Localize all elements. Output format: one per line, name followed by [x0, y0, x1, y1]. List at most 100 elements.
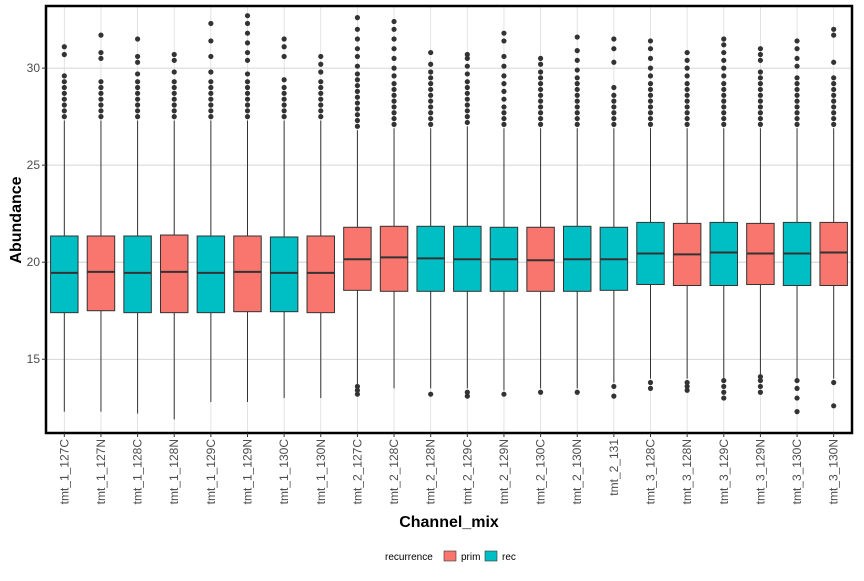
- outlier-point: [208, 79, 214, 85]
- outlier-point: [574, 34, 580, 40]
- outlier-point: [831, 104, 837, 110]
- outlier-point: [647, 65, 654, 71]
- outlier-point: [537, 389, 544, 395]
- outlier-point: [721, 389, 727, 395]
- outlier-point: [244, 102, 251, 108]
- outlier-point: [464, 393, 470, 399]
- outlier-point: [721, 98, 727, 104]
- outlier-point: [537, 61, 544, 67]
- legend-title: recurrence: [385, 552, 433, 563]
- outlier-point: [391, 121, 397, 127]
- outlier-point: [428, 391, 434, 397]
- outlier-point: [794, 385, 800, 391]
- box-body: [159, 234, 189, 314]
- outlier-point: [721, 110, 727, 116]
- outlier-point: [537, 75, 544, 81]
- x-tick-label: tmt_2_131: [607, 439, 621, 496]
- outlier-point: [281, 53, 287, 60]
- outlier-point: [171, 79, 177, 85]
- outlier-point: [831, 115, 837, 122]
- x-tick-label: tmt_3_129C: [717, 439, 731, 505]
- outlier-point: [794, 409, 800, 415]
- outlier-point: [757, 383, 764, 390]
- plot-panel-border: [44, 4, 854, 435]
- box-tmt_3_129C: [709, 36, 739, 401]
- outlier-point: [611, 59, 617, 65]
- outlier-point: [647, 379, 654, 386]
- outlier-point: [281, 36, 287, 42]
- outlier-point: [98, 79, 104, 85]
- y-tick-label: 25: [27, 158, 41, 172]
- outlier-point: [721, 49, 727, 56]
- outlier-point: [684, 65, 690, 71]
- outlier-point: [428, 49, 434, 56]
- box-body: [233, 235, 262, 313]
- outlier-point: [794, 46, 800, 52]
- outlier-point: [354, 383, 361, 390]
- outlier-point: [794, 63, 800, 69]
- outlier-point: [611, 36, 617, 42]
- box-layer: [50, 13, 848, 420]
- outlier-point: [428, 61, 434, 67]
- outlier-point: [98, 49, 104, 56]
- outlier-point: [61, 90, 67, 96]
- outlier-point: [354, 123, 361, 129]
- outlier-point: [428, 110, 434, 116]
- outlier-point: [98, 90, 104, 96]
- outlier-point: [757, 92, 764, 98]
- outlier-point: [574, 57, 580, 63]
- outlier-point: [684, 98, 690, 104]
- y-tick-layer: 15 20 25 30: [27, 61, 46, 366]
- box-tmt_3_128N: [672, 49, 702, 393]
- outlier-point: [574, 98, 580, 104]
- outlier-point: [354, 100, 361, 106]
- x-tick-label: tmt_1_128C: [131, 439, 145, 505]
- outlier-point: [134, 79, 141, 85]
- outlier-point: [464, 102, 470, 108]
- outlier-point: [208, 102, 214, 108]
- outlier-point: [684, 383, 690, 390]
- outlier-point: [501, 53, 507, 60]
- outlier-point: [391, 18, 397, 25]
- outlier-point: [794, 81, 800, 87]
- outlier-point: [208, 53, 214, 60]
- outlier-point: [208, 38, 214, 44]
- outlier-point: [831, 92, 837, 98]
- outlier-point: [244, 57, 251, 63]
- outlier-point: [647, 115, 654, 122]
- outlier-point: [134, 96, 141, 102]
- outlier-point: [428, 115, 434, 122]
- box-body: [819, 221, 848, 286]
- outlier-point: [98, 96, 104, 102]
- outlier-point: [171, 90, 177, 96]
- outlier-point: [684, 49, 690, 56]
- outlier-point: [134, 108, 141, 114]
- x-tick-layer: tmt_1_127C tmt_1_127N tmt_1_128C tmt_1_128N…: [57, 433, 841, 505]
- outlier-point: [464, 114, 470, 120]
- outlier-point: [721, 92, 727, 98]
- box-tmt_2_127C: [343, 15, 372, 397]
- outlier-point: [537, 55, 544, 62]
- outlier-point: [794, 121, 800, 127]
- outlier-point: [501, 38, 507, 44]
- outlier-point: [684, 121, 690, 127]
- outlier-point: [574, 389, 580, 395]
- box-tmt_3_130C: [782, 38, 812, 415]
- outlier-point: [244, 84, 251, 91]
- box-tmt_3_129N: [746, 46, 775, 395]
- x-tick-label: tmt_2_128C: [387, 439, 401, 505]
- x-tick-label: tmt_3_128N: [680, 439, 694, 504]
- outlier-point: [281, 44, 287, 50]
- outlier-point: [244, 20, 251, 27]
- outlier-point: [428, 121, 434, 127]
- outlier-point: [611, 104, 617, 110]
- outlier-point: [281, 114, 287, 120]
- outlier-point: [721, 104, 727, 110]
- outlier-point: [98, 55, 104, 62]
- outlier-point: [134, 36, 141, 42]
- outlier-point: [647, 98, 654, 104]
- legend: recurrence prim rec: [385, 550, 516, 563]
- outlier-point: [501, 110, 507, 116]
- outlier-point: [208, 108, 214, 114]
- outlier-point: [244, 13, 251, 19]
